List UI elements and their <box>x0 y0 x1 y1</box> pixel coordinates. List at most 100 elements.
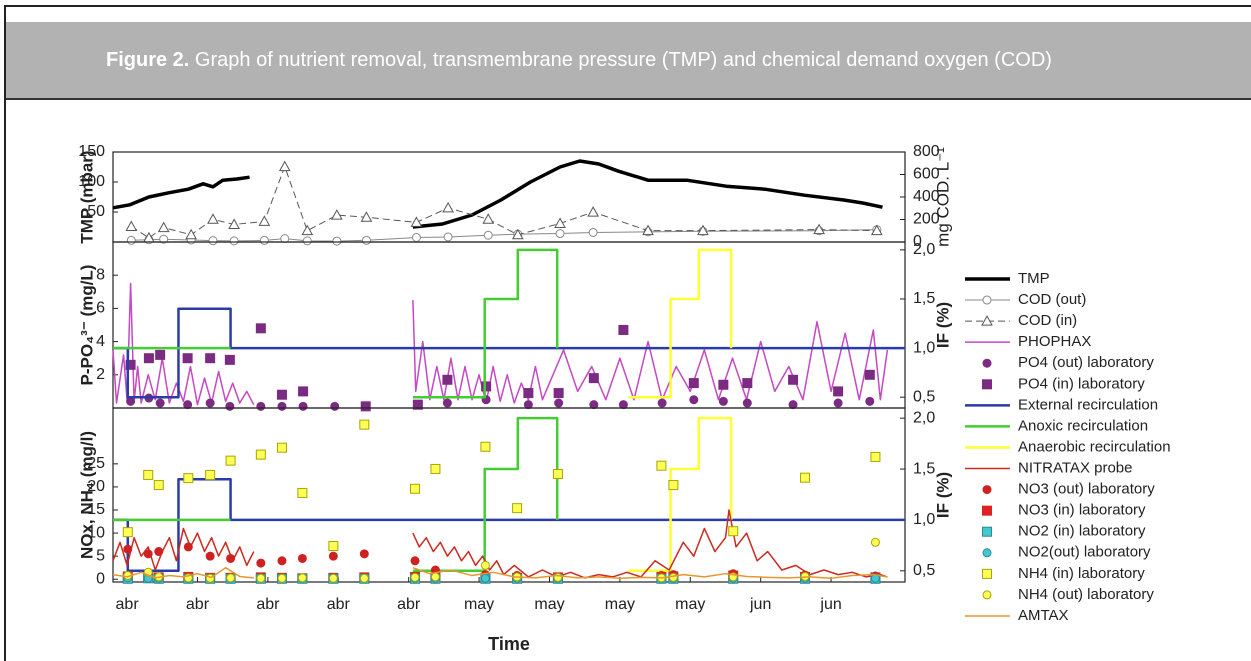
triangle-marker <box>511 228 524 240</box>
circle-marker <box>328 551 338 561</box>
triangle-marker <box>870 224 883 236</box>
circle-marker <box>123 544 133 554</box>
y2-tick-label: 0,5 <box>913 562 935 579</box>
circle-marker <box>259 235 269 245</box>
square-marker <box>718 379 729 390</box>
circle-marker <box>183 400 193 410</box>
square-marker <box>298 386 309 397</box>
circle-marker <box>226 553 236 563</box>
square-marker <box>552 469 563 479</box>
y-tick-label: 20 <box>87 478 105 495</box>
circle-marker <box>480 573 490 583</box>
square-marker <box>656 460 667 471</box>
y2-tick-label: 600 <box>913 166 940 183</box>
triangle-marker <box>697 224 709 236</box>
legend-label: External recirculation <box>1018 396 1158 413</box>
square-marker <box>125 359 136 370</box>
x-tick-label: may <box>464 596 494 613</box>
square-marker <box>224 354 235 365</box>
square-marker <box>255 323 266 334</box>
triangle-marker <box>157 221 170 233</box>
circle-marker <box>657 398 667 408</box>
legend-swatch <box>982 295 992 305</box>
caption-label: Figure 2. <box>106 49 190 71</box>
y-tick-label: 150 <box>78 143 105 160</box>
plot-frame <box>112 407 906 583</box>
triangle-marker <box>410 216 423 227</box>
triangle-marker <box>554 217 566 228</box>
square-marker <box>864 369 875 380</box>
y-axis-label: TMP (mbar) <box>77 150 96 243</box>
triangle-marker <box>331 209 343 220</box>
square-marker <box>442 374 453 385</box>
circle-marker <box>554 398 564 408</box>
circle-marker <box>443 232 453 242</box>
legend-swatch <box>981 315 993 326</box>
series-line <box>112 159 883 229</box>
circle-marker <box>618 400 628 410</box>
circle-marker <box>143 549 153 559</box>
triangle-marker <box>185 228 197 240</box>
triangle-marker <box>813 223 825 235</box>
y-tick-label: 0 <box>96 570 105 587</box>
legend-label: COD (in) <box>1018 312 1077 329</box>
series-line <box>112 282 889 406</box>
y2-tick-label: 200 <box>913 211 940 228</box>
legend-label: NO2(out) laboratory <box>1018 544 1151 561</box>
circle-marker <box>361 235 371 245</box>
legend-label: NITRATAX probe <box>1018 460 1132 477</box>
circle-marker <box>588 227 598 237</box>
circle-marker <box>277 556 287 566</box>
x-axis-label: Time <box>488 634 530 654</box>
square-marker <box>360 401 371 412</box>
circle-marker <box>208 236 218 246</box>
square-marker <box>553 388 564 399</box>
figure-caption: Figure 2. Graph of nutrient removal, tra… <box>6 22 1251 100</box>
y2-tick-label: 1,5 <box>913 460 935 477</box>
circle-marker <box>256 558 266 568</box>
circle-marker <box>589 400 599 410</box>
circle-marker <box>154 547 164 557</box>
legend-label: Anoxic recirculation <box>1018 417 1148 434</box>
legend-label: NH4 (in) laboratory <box>1018 565 1145 582</box>
circle-marker <box>226 573 236 583</box>
circle-marker <box>256 573 266 583</box>
circle-marker <box>297 553 307 563</box>
square-marker <box>512 503 523 514</box>
legend-label: NH4 (out) laboratory <box>1018 586 1154 603</box>
circle-marker <box>332 236 342 246</box>
square-marker <box>870 451 881 462</box>
triangle-marker <box>482 213 495 224</box>
y2-tick-label: 0,5 <box>913 388 935 405</box>
y-tick-label: 25 <box>87 455 105 472</box>
circle-marker <box>205 398 215 408</box>
y-tick-label: 6 <box>96 300 105 317</box>
square-marker <box>480 441 491 452</box>
square-marker <box>523 388 534 399</box>
circle-marker <box>718 396 728 406</box>
y2-axis-label: IF (%) <box>933 302 952 348</box>
circle-marker <box>742 398 752 408</box>
circle-marker <box>229 236 239 246</box>
circle-marker <box>410 556 420 566</box>
triangle-marker <box>228 218 240 229</box>
y-axis-label: NOx, NH₄ (mg/l) <box>77 431 96 559</box>
y-tick-label: 50 <box>87 203 105 220</box>
x-tick-label: abr <box>256 596 280 613</box>
legend-swatch <box>982 568 992 579</box>
y2-tick-label: 800 <box>913 143 940 160</box>
y-tick-label: 15 <box>87 501 105 518</box>
circle-marker <box>483 230 493 240</box>
circle-marker <box>480 560 490 570</box>
legend-label: AMTAX <box>1018 607 1069 624</box>
circle-marker <box>523 400 533 410</box>
circle-marker <box>668 572 678 582</box>
square-marker <box>412 399 423 410</box>
series-line <box>628 416 733 573</box>
square-marker <box>359 419 370 430</box>
circle-marker <box>126 235 136 245</box>
legend-swatch <box>982 505 992 516</box>
circle-marker <box>277 573 287 583</box>
y-tick-label: 5 <box>96 547 105 564</box>
square-marker <box>742 378 753 389</box>
